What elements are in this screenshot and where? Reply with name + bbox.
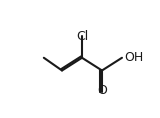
Text: Cl: Cl [76,30,88,43]
Text: OH: OH [124,51,143,64]
Text: O: O [97,84,107,97]
